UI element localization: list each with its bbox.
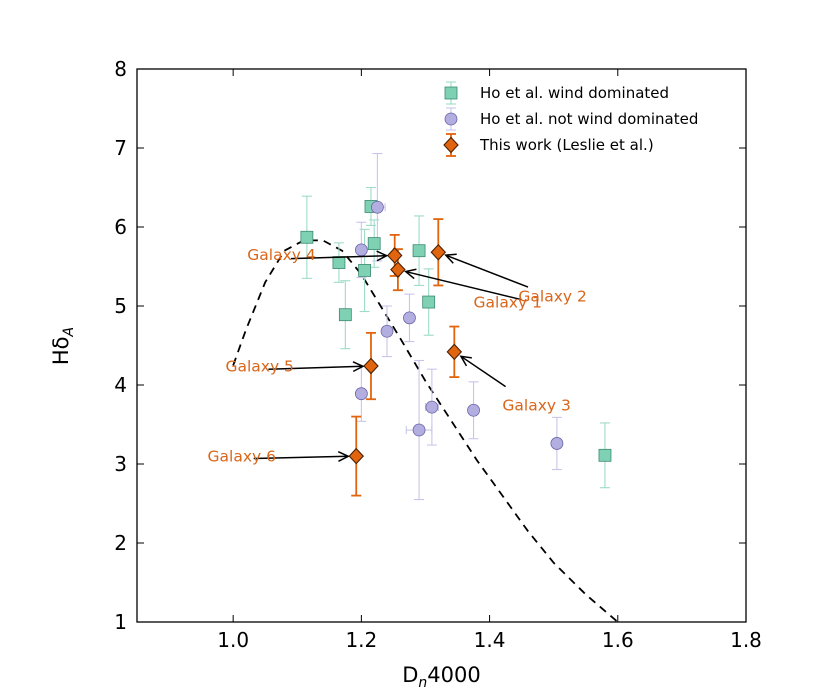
circle-point	[370, 200, 384, 214]
x-tick-label: 1.2	[345, 628, 377, 652]
y-tick-label: 2	[114, 531, 127, 555]
square-point	[422, 295, 436, 309]
x-tick-label: 1.4	[474, 628, 506, 652]
circle-point	[425, 400, 439, 414]
circle-point	[550, 437, 564, 450]
x-axis-label: Dn4000	[402, 663, 481, 691]
legend-label: This work (Leslie et al.)	[479, 136, 654, 154]
legend-marker-square	[444, 86, 458, 100]
circle-point	[403, 311, 416, 325]
x-tick-label: 1.8	[730, 628, 762, 652]
model-curve	[232, 239, 619, 623]
x-tick-label: 1.6	[602, 628, 634, 652]
square-point	[412, 244, 426, 258]
y-axis-label: HδA	[49, 327, 77, 365]
annotation-arrow	[268, 365, 364, 370]
legend-marker-circle	[444, 112, 458, 126]
annotation-label: Galaxy 4	[247, 246, 315, 264]
diamond-point	[390, 261, 406, 278]
legend-marker-diamond	[443, 136, 459, 154]
annotation-arrowhead	[459, 355, 472, 367]
square-point	[332, 256, 346, 269]
annotation-arrowhead	[404, 268, 417, 280]
diamond-point	[386, 247, 403, 264]
circle-point	[412, 423, 426, 437]
diamond-point	[430, 243, 447, 261]
square-point	[300, 230, 314, 244]
y-tick-label: 4	[114, 373, 127, 397]
legend-label: Ho et al. not wind dominated	[480, 110, 698, 128]
annotation-arrow	[445, 254, 529, 288]
x-tick-label: 1.0	[217, 628, 249, 652]
circle-point	[354, 243, 368, 257]
circle-point	[354, 387, 368, 401]
y-tick-label: 7	[114, 136, 127, 160]
annotation-arrow	[405, 270, 522, 301]
square-point	[598, 448, 612, 462]
annotation-arrow	[290, 254, 387, 260]
y-tick-label: 1	[114, 610, 127, 634]
annotation-arrowhead	[444, 253, 457, 264]
y-tick-label: 3	[114, 452, 127, 476]
plot-frame	[136, 68, 747, 623]
annotation-arrowhead	[376, 250, 389, 262]
square-point	[358, 264, 371, 277]
annotation-arrowhead	[352, 361, 365, 373]
y-tick-label: 8	[114, 57, 127, 81]
circle-point	[467, 403, 480, 417]
annotation-label: Galaxy 1	[474, 294, 542, 312]
annotation-label: Galaxy 3	[502, 396, 570, 414]
diamond-point	[348, 447, 364, 465]
y-tick-label: 6	[114, 215, 127, 239]
annotation-arrowhead	[337, 451, 350, 462]
annotation-label: Galaxy 5	[225, 358, 293, 376]
square-point	[338, 308, 352, 322]
diamond-point	[446, 343, 463, 361]
diamond-point	[363, 357, 379, 375]
annotation-label: Galaxy 6	[208, 448, 276, 466]
y-tick-label: 5	[114, 294, 127, 318]
annotation-arrow	[253, 455, 349, 460]
legend-label: Ho et al. wind dominated	[480, 84, 669, 102]
circle-point	[380, 324, 394, 338]
annotation-label: Galaxy 2	[518, 287, 586, 305]
annotation-arrow	[460, 355, 507, 388]
square-point	[367, 237, 381, 250]
